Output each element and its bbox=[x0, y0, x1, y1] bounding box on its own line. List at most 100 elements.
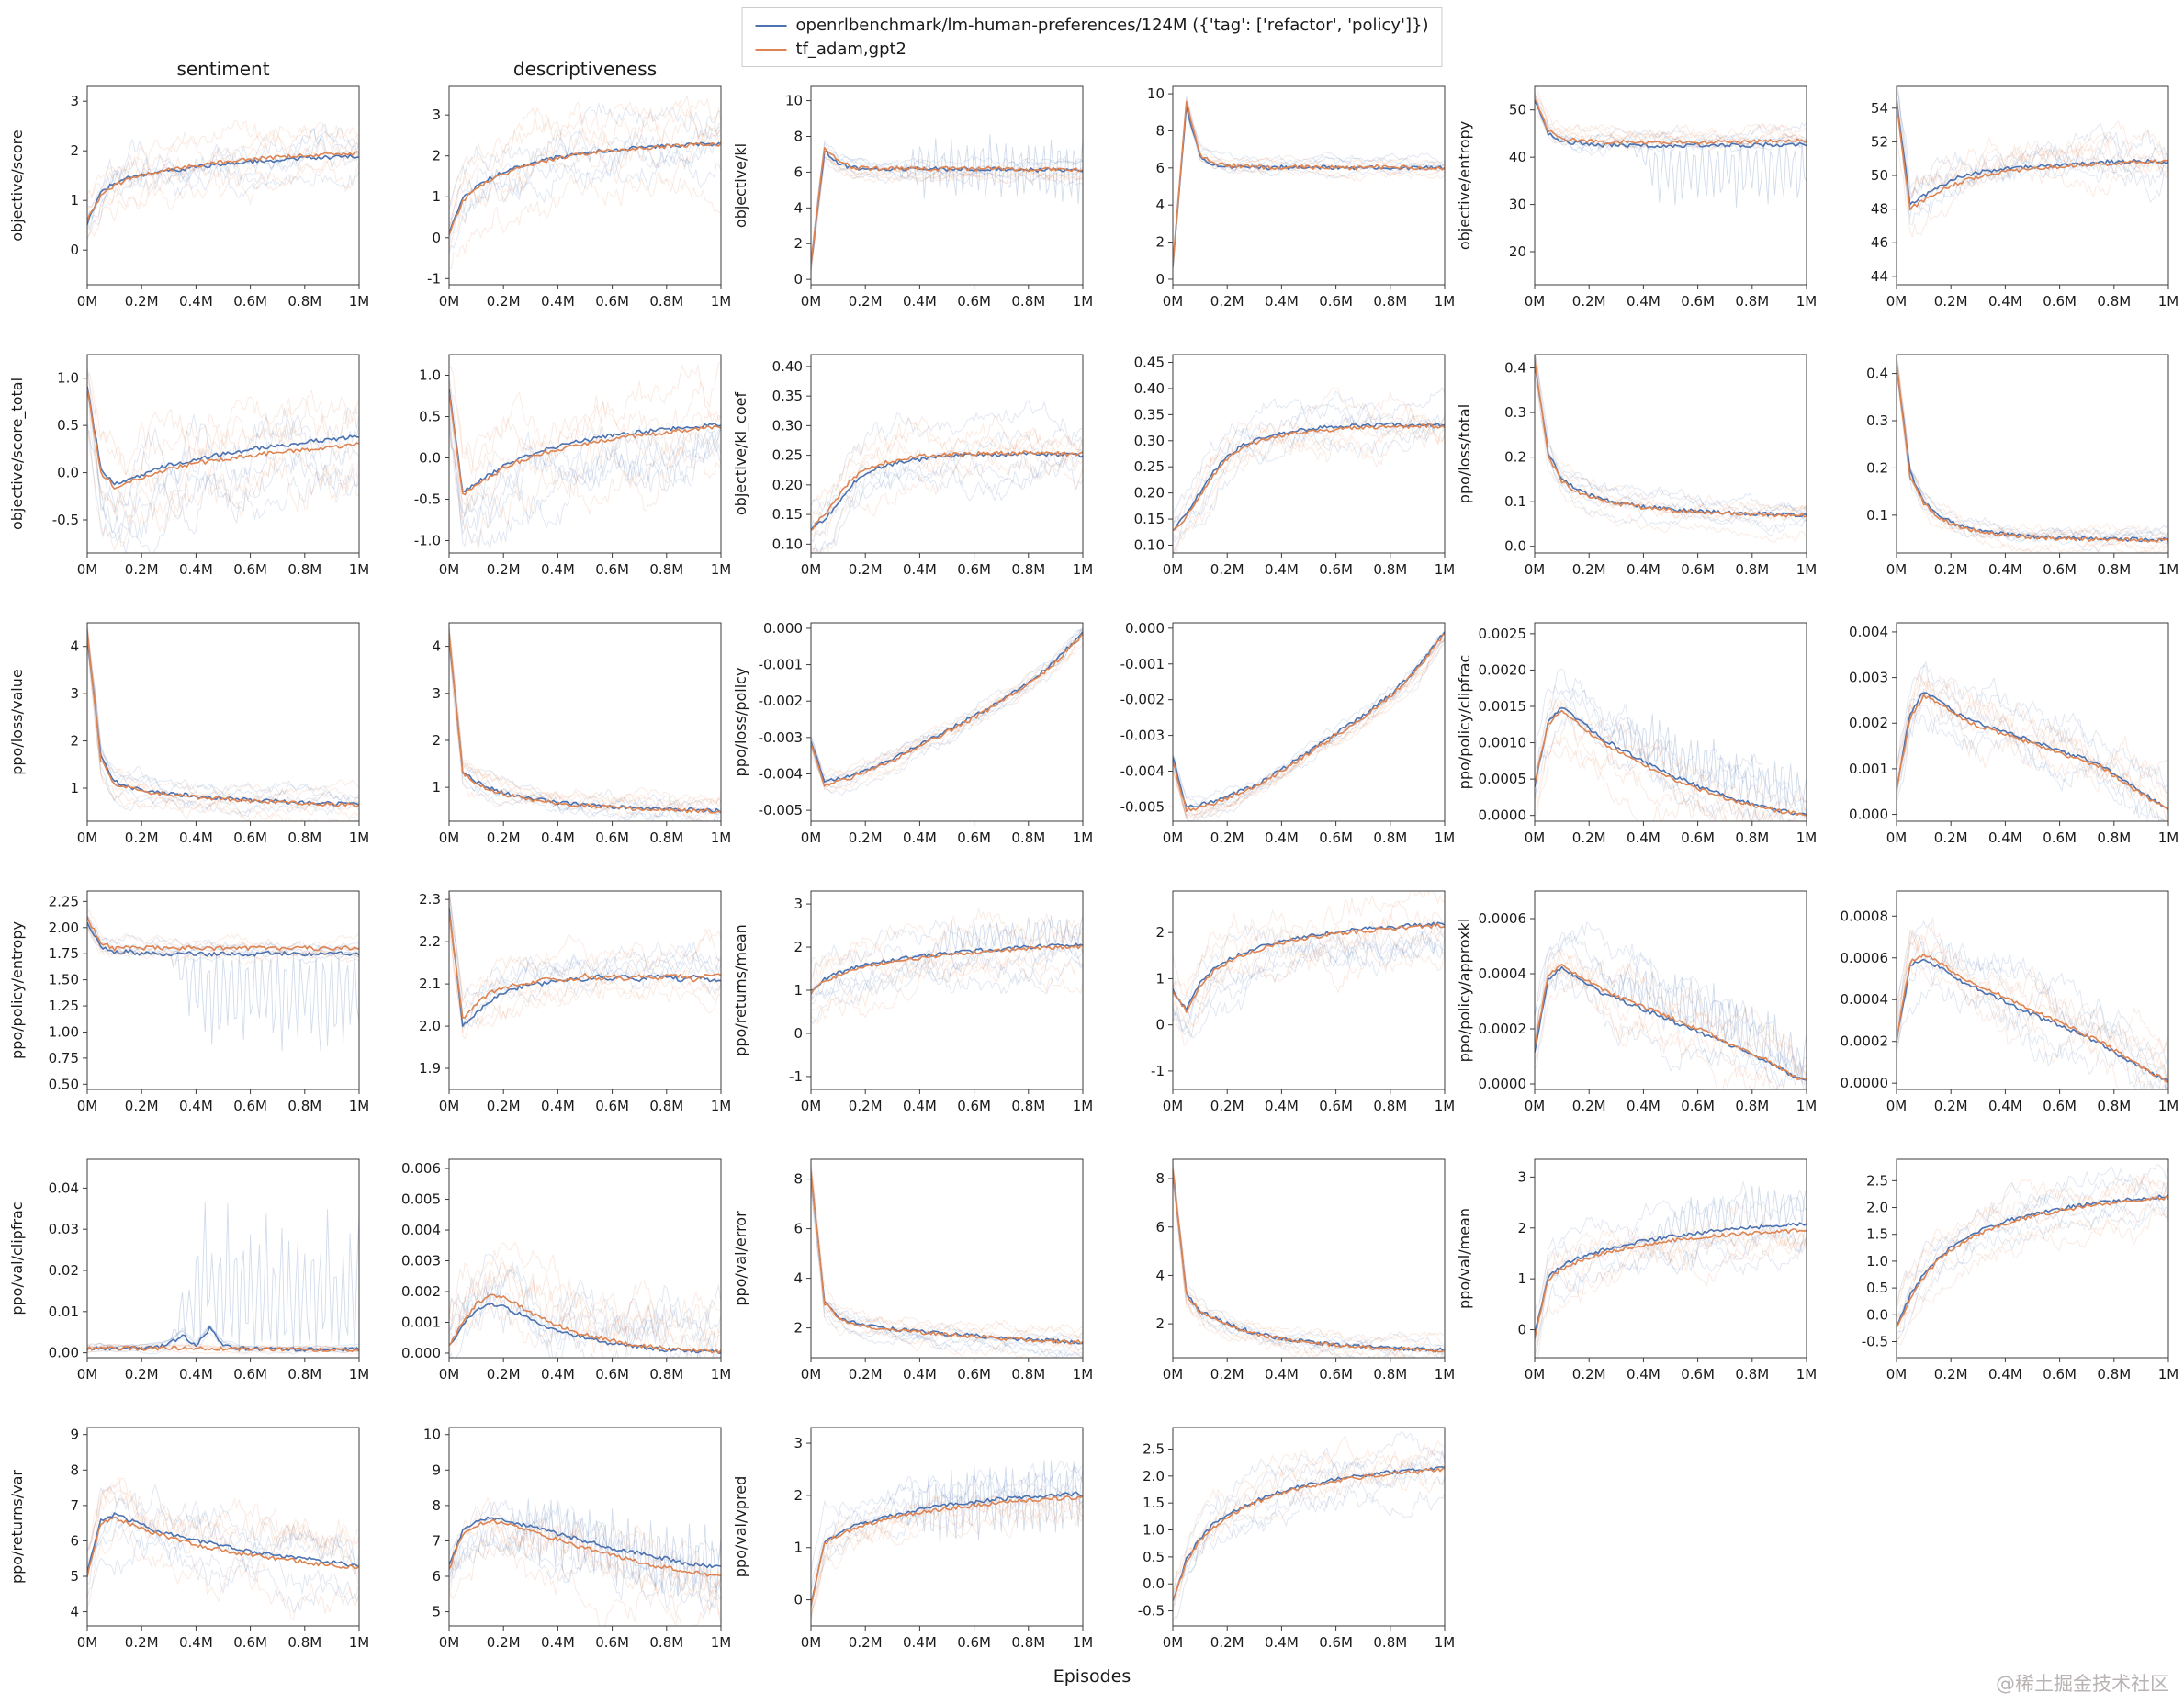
chart-cell-24: 0.00 0.01 0.02 0.03 0.04 0M 0.2M 0.4M 0.6M 0.8M 1M… bbox=[6, 1128, 369, 1396]
chart-ppo-val-mean-28: 0 1 2 3 0M 0.2M 0.4M 0.6M 0.8M 1M ppo/val/mean bbox=[1456, 1158, 1817, 1382]
svg-text:0.0006: 0.0006 bbox=[1479, 910, 1527, 927]
svg-text:1: 1 bbox=[70, 192, 79, 209]
svg-text:3: 3 bbox=[432, 107, 441, 123]
svg-text:0.20: 0.20 bbox=[772, 477, 803, 493]
svg-text:0.25: 0.25 bbox=[772, 447, 803, 464]
svg-text:0.8M: 0.8M bbox=[649, 293, 683, 310]
svg-text:0.0002: 0.0002 bbox=[1841, 1033, 1889, 1050]
svg-text:1M: 1M bbox=[1435, 1634, 1454, 1651]
svg-text:0.4M: 0.4M bbox=[1627, 1366, 1661, 1382]
chart-objective-entropy-4: 20 30 40 50 0M 0.2M 0.4M 0.6M 0.8M 1M objective/en… bbox=[1456, 85, 1817, 310]
svg-text:2: 2 bbox=[794, 1320, 803, 1337]
svg-text:0.004: 0.004 bbox=[1849, 624, 1888, 640]
svg-text:0M: 0M bbox=[77, 1098, 98, 1114]
svg-text:0.2M: 0.2M bbox=[1210, 829, 1244, 846]
svg-text:0.6M: 0.6M bbox=[1681, 293, 1715, 310]
chart-cell-16: 0.0000 0.0005 0.0010 0.0015 0.0020 0.0025 0M 0.… bbox=[1454, 592, 1817, 860]
svg-text:30: 30 bbox=[1509, 197, 1526, 213]
svg-text:1.75: 1.75 bbox=[49, 945, 79, 962]
svg-text:0.4M: 0.4M bbox=[541, 1634, 575, 1651]
svg-text:1M: 1M bbox=[2158, 1366, 2178, 1382]
svg-text:0M: 0M bbox=[1525, 561, 1546, 578]
svg-text:0.1: 0.1 bbox=[1866, 507, 1888, 524]
svg-text:0.8M: 0.8M bbox=[1011, 829, 1045, 846]
svg-text:0.4M: 0.4M bbox=[1265, 1634, 1299, 1651]
y-axis-label: objective/kl bbox=[732, 143, 749, 228]
svg-text:0.5: 0.5 bbox=[1866, 1280, 1888, 1296]
y-axis-label: ppo/val/error bbox=[732, 1211, 749, 1306]
svg-text:0.2M: 0.2M bbox=[1572, 829, 1606, 846]
svg-text:1M: 1M bbox=[711, 1366, 730, 1382]
svg-text:8: 8 bbox=[432, 1497, 441, 1514]
svg-text:-0.003: -0.003 bbox=[1120, 728, 1165, 744]
svg-text:0.4M: 0.4M bbox=[1627, 1098, 1661, 1114]
svg-text:3: 3 bbox=[70, 93, 79, 109]
svg-text:0.002: 0.002 bbox=[1849, 715, 1888, 731]
chart-chart-3: 0 2 4 6 8 10 0M 0.2M 0.4M 0.6M 0.8M 1M bbox=[1147, 85, 1455, 310]
legend-entry-tf-adam-gpt2: tf_adam,gpt2 bbox=[755, 39, 1429, 59]
svg-text:8: 8 bbox=[1155, 122, 1165, 139]
svg-text:1: 1 bbox=[1517, 1270, 1526, 1287]
chart-chart-31: 5 6 7 8 9 10 0M 0.2M 0.4M 0.6M 0.8M 1M bbox=[423, 1427, 731, 1651]
svg-text:50: 50 bbox=[1509, 102, 1526, 118]
svg-text:-0.004: -0.004 bbox=[759, 765, 803, 782]
svg-text:0.01: 0.01 bbox=[49, 1303, 79, 1320]
chart-cell-22: 0.0000 0.0002 0.0004 0.0006 0M 0.2M 0.4M 0.6M 0.… bbox=[1454, 860, 1817, 1128]
svg-text:0.2M: 0.2M bbox=[1210, 293, 1244, 310]
svg-text:6: 6 bbox=[70, 1532, 79, 1549]
svg-text:-0.5: -0.5 bbox=[1862, 1333, 1888, 1349]
svg-text:1M: 1M bbox=[1073, 1366, 1092, 1382]
svg-text:0.6M: 0.6M bbox=[1681, 1366, 1715, 1382]
svg-text:0: 0 bbox=[794, 1025, 803, 1042]
svg-text:0.2M: 0.2M bbox=[487, 293, 521, 310]
svg-text:4: 4 bbox=[794, 1270, 803, 1287]
y-axis-label: ppo/loss/policy bbox=[732, 668, 749, 777]
svg-text:0.8M: 0.8M bbox=[1373, 1634, 1407, 1651]
svg-text:0.8M: 0.8M bbox=[2097, 561, 2131, 578]
svg-text:0.8M: 0.8M bbox=[1735, 1098, 1769, 1114]
svg-text:0.4M: 0.4M bbox=[1265, 293, 1299, 310]
svg-text:0.00: 0.00 bbox=[49, 1345, 79, 1361]
svg-text:1: 1 bbox=[70, 780, 79, 796]
chart-ppo-val-clipfrac-24: 0.00 0.01 0.02 0.03 0.04 0M 0.2M 0.4M 0.6M 0.8M 1M… bbox=[8, 1158, 369, 1382]
svg-text:0.2M: 0.2M bbox=[1210, 1098, 1244, 1114]
svg-text:0.8M: 0.8M bbox=[287, 1634, 321, 1651]
svg-text:1.0: 1.0 bbox=[1866, 1253, 1888, 1270]
svg-text:1M: 1M bbox=[2158, 829, 2178, 846]
svg-text:2.5: 2.5 bbox=[1143, 1440, 1165, 1457]
svg-text:0.4M: 0.4M bbox=[1988, 293, 2022, 310]
svg-text:0.2M: 0.2M bbox=[125, 1366, 159, 1382]
y-axis-label: ppo/val/mean bbox=[1456, 1208, 1473, 1309]
chart-cell-8: 0.10 0.15 0.20 0.25 0.30 0.35 0.40 0M 0.2M 0.4M 0.… bbox=[730, 323, 1093, 592]
svg-text:1.5: 1.5 bbox=[1143, 1495, 1165, 1511]
svg-text:5: 5 bbox=[432, 1604, 441, 1620]
svg-text:0.8M: 0.8M bbox=[1373, 829, 1407, 846]
svg-text:0.2M: 0.2M bbox=[849, 293, 883, 310]
svg-text:4: 4 bbox=[1155, 1267, 1165, 1283]
y-axis-label: objective/kl_coef bbox=[732, 392, 750, 516]
svg-text:0.4M: 0.4M bbox=[903, 561, 937, 578]
chart-cell-27: 2 4 6 8 0M 0.2M 0.4M 0.6M 0.8M 1M bbox=[1092, 1128, 1455, 1396]
svg-text:0.4M: 0.4M bbox=[179, 1366, 213, 1382]
svg-text:2: 2 bbox=[70, 142, 79, 159]
svg-text:0.6M: 0.6M bbox=[957, 293, 991, 310]
svg-text:0.001: 0.001 bbox=[401, 1314, 441, 1330]
svg-text:0.4M: 0.4M bbox=[1988, 829, 2022, 846]
svg-text:0.8M: 0.8M bbox=[287, 1366, 321, 1382]
svg-text:0.5: 0.5 bbox=[419, 409, 441, 425]
svg-text:0.0000: 0.0000 bbox=[1479, 807, 1527, 824]
svg-text:0.15: 0.15 bbox=[1134, 511, 1165, 527]
svg-text:1M: 1M bbox=[1435, 1366, 1454, 1382]
legend-line-blue-icon bbox=[755, 24, 787, 27]
svg-text:-0.004: -0.004 bbox=[1120, 763, 1165, 780]
svg-text:0M: 0M bbox=[1163, 561, 1184, 578]
chart-ppo-returns-var-30: 4 5 6 7 8 9 0M 0.2M 0.4M 0.6M 0.8M 1M ppo/returns/va… bbox=[8, 1427, 369, 1651]
svg-text:0.2M: 0.2M bbox=[1210, 1366, 1244, 1382]
svg-text:0.4M: 0.4M bbox=[541, 293, 575, 310]
chart-cell-28: 0 1 2 3 0M 0.2M 0.4M 0.6M 0.8M 1M ppo/val/mean bbox=[1454, 1128, 1817, 1396]
svg-text:20: 20 bbox=[1509, 243, 1526, 260]
svg-text:1M: 1M bbox=[1796, 1098, 1816, 1114]
chart-chart-27: 2 4 6 8 0M 0.2M 0.4M 0.6M 0.8M 1M bbox=[1155, 1158, 1455, 1382]
svg-text:2: 2 bbox=[1155, 234, 1165, 251]
svg-text:0.2M: 0.2M bbox=[125, 1634, 159, 1651]
